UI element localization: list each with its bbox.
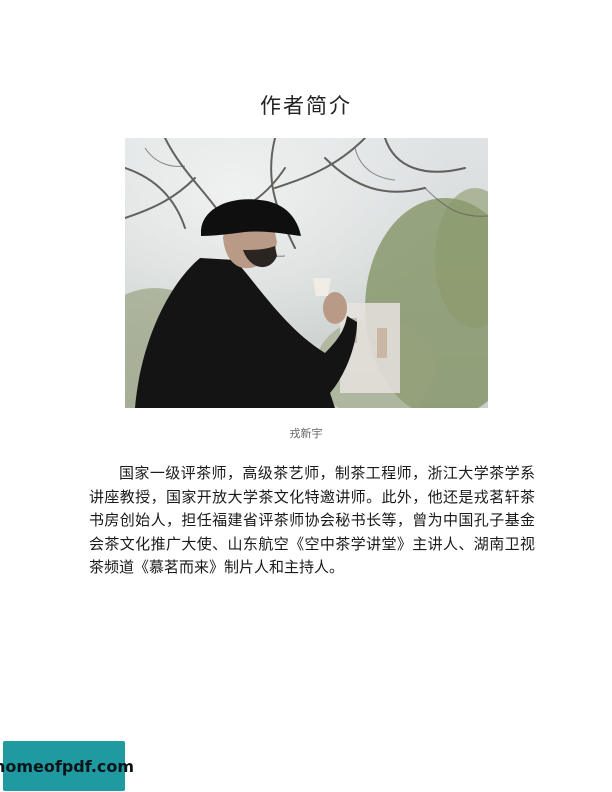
watermark-text: homeofpdf.com: [0, 756, 135, 776]
author-photo: [125, 138, 488, 408]
author-bio: 国家一级评茶师，高级茶艺师，制茶工程师，浙江大学茶学系讲座教授，国家开放大学茶文…: [89, 464, 535, 576]
watermark-badge[interactable]: homeofpdf.com: [0, 741, 134, 791]
page-title: 作者简介: [260, 94, 352, 118]
photo-caption: 戎新宇: [289, 427, 323, 440]
